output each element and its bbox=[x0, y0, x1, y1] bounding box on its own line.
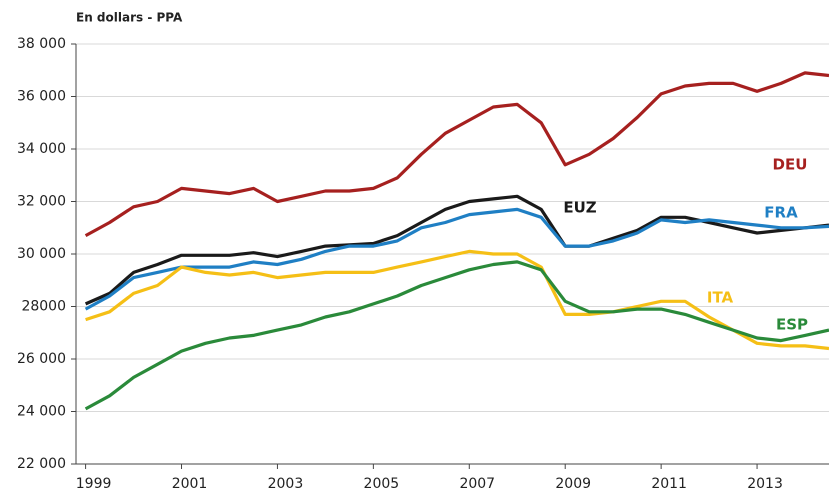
series-line bbox=[85, 249, 829, 351]
x-tick-label: 1999 bbox=[76, 476, 112, 492]
y-tick-label: 22 000 bbox=[17, 456, 66, 472]
series-label: ITA bbox=[707, 289, 734, 307]
y-tick-label: 38 000 bbox=[17, 36, 66, 52]
y-tick-label: 34 000 bbox=[17, 141, 66, 157]
chart-title: En dollars - PPA bbox=[76, 11, 183, 25]
x-tick-label: 2009 bbox=[555, 476, 591, 492]
x-tick-label: 2001 bbox=[172, 476, 208, 492]
series-line bbox=[84, 71, 829, 238]
x-tick-label: 2011 bbox=[651, 476, 687, 492]
series-label: FRA bbox=[764, 204, 798, 222]
series-label: EUZ bbox=[563, 199, 596, 217]
series-label: DEU bbox=[773, 156, 808, 174]
y-tick-label: 24 000 bbox=[17, 404, 66, 420]
y-tick-label: 26 000 bbox=[17, 351, 66, 367]
y-tick-label: 36 000 bbox=[17, 89, 66, 105]
x-tick-label: 2005 bbox=[364, 476, 400, 492]
series-label: ESP bbox=[776, 316, 808, 334]
y-tick-label: 28000 bbox=[21, 299, 66, 315]
x-tick-label: 2007 bbox=[459, 476, 495, 492]
y-tick-label: 32 000 bbox=[17, 194, 66, 210]
x-tick-label: 2003 bbox=[268, 476, 304, 492]
y-tick-label: 30 000 bbox=[17, 246, 66, 262]
series-line bbox=[84, 260, 829, 411]
x-tick-label: 2013 bbox=[747, 476, 783, 492]
series-line bbox=[84, 207, 829, 311]
